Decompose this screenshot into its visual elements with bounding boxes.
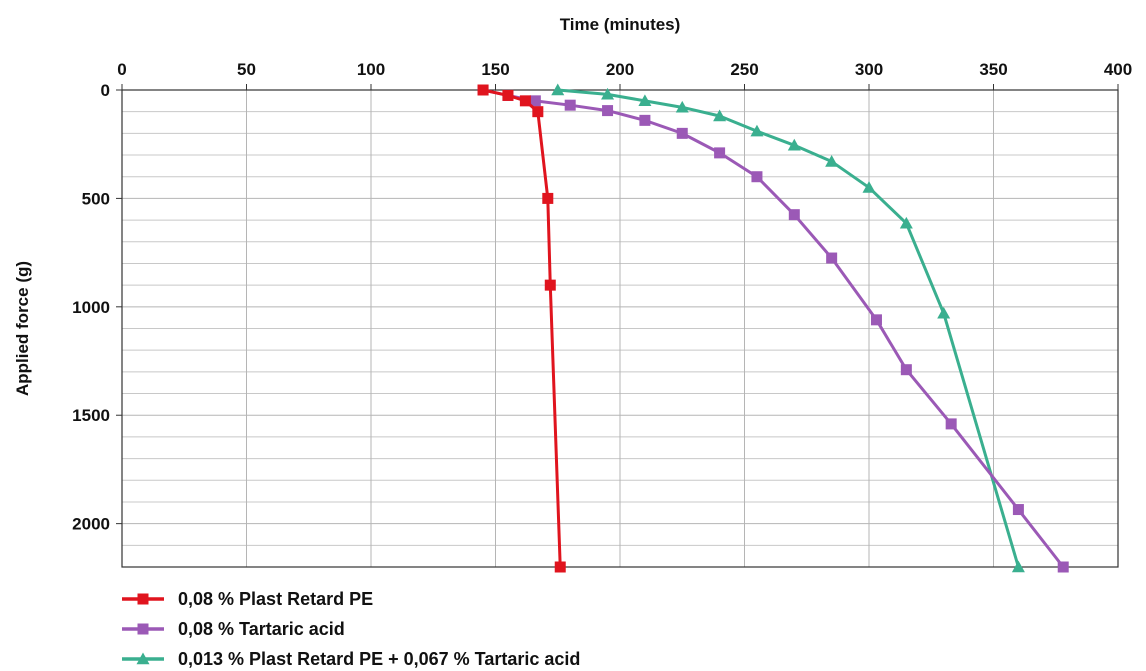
data-point — [532, 106, 544, 118]
y-tick-label: 2000 — [72, 515, 110, 534]
series-layer — [477, 83, 1069, 573]
data-point — [787, 138, 801, 151]
legend-item: 0,013 % Plast Retard PE + 0,067 % Tartar… — [122, 649, 580, 669]
x-tick-label: 150 — [481, 60, 509, 79]
data-point — [1011, 560, 1025, 573]
legend: 0,08 % Plast Retard PE 0,08 % Tartaric ac… — [122, 589, 580, 669]
grid — [121, 89, 1119, 568]
data-point — [899, 216, 913, 229]
legend-label: 0,08 % Plast Retard PE — [178, 589, 373, 609]
x-tick-label: 300 — [855, 60, 883, 79]
legend-swatch-marker — [136, 652, 150, 665]
y-tick-label: 0 — [101, 81, 110, 100]
data-point — [713, 109, 727, 122]
data-point — [1012, 504, 1024, 516]
legend-item: 0,08 % Plast Retard PE — [122, 589, 373, 609]
y-tick-label: 1500 — [72, 406, 110, 425]
data-point — [675, 100, 689, 113]
data-point — [602, 105, 614, 117]
data-point — [862, 181, 876, 193]
x-tick-label: 100 — [357, 60, 385, 79]
legend-label: 0,08 % Tartaric acid — [178, 619, 345, 639]
data-point — [945, 418, 957, 430]
legend-swatch-marker — [137, 623, 149, 635]
data-point — [937, 306, 951, 319]
data-point — [900, 364, 912, 376]
y-tick-label: 1000 — [72, 298, 110, 317]
x-tick-label: 200 — [606, 60, 634, 79]
data-point — [676, 127, 688, 139]
series-3 — [551, 83, 1025, 573]
x-tick-label: 400 — [1104, 60, 1132, 79]
data-point — [529, 95, 541, 107]
series-line — [482, 88, 1065, 568]
data-point — [601, 87, 615, 100]
x-tick-label: 250 — [730, 60, 758, 79]
data-point — [870, 314, 882, 326]
data-point — [825, 155, 839, 167]
data-point — [751, 171, 763, 183]
data-point — [714, 147, 726, 159]
data-point — [638, 94, 652, 107]
series-line — [557, 88, 1020, 568]
data-point — [477, 84, 489, 96]
x-tick-label: 0 — [117, 60, 126, 79]
data-point — [502, 89, 514, 101]
axes: 0 50 100 150 200 250 300 350 400 0 500 1000 1500 2000 — [72, 60, 1132, 568]
data-point — [544, 279, 556, 291]
data-point — [639, 114, 651, 126]
x-tick-label: 50 — [237, 60, 256, 79]
y-tick-label: 500 — [82, 189, 110, 208]
legend-swatch-marker — [137, 593, 149, 605]
data-point — [564, 99, 576, 111]
legend-item: 0,08 % Tartaric acid — [122, 619, 345, 639]
data-point — [554, 561, 566, 573]
x-tick-label: 350 — [979, 60, 1007, 79]
data-point — [826, 252, 838, 264]
data-point — [542, 192, 554, 204]
x-axis-title: Time (minutes) — [560, 15, 681, 34]
series-2 — [477, 84, 1069, 573]
data-point — [1057, 561, 1069, 573]
y-axis-title: Applied force (g) — [13, 261, 32, 396]
data-point — [788, 209, 800, 221]
legend-label: 0,013 % Plast Retard PE + 0,067 % Tartar… — [178, 649, 580, 669]
data-point — [519, 95, 531, 107]
data-point — [551, 83, 565, 96]
data-point — [750, 124, 764, 137]
series-1 — [477, 84, 566, 573]
